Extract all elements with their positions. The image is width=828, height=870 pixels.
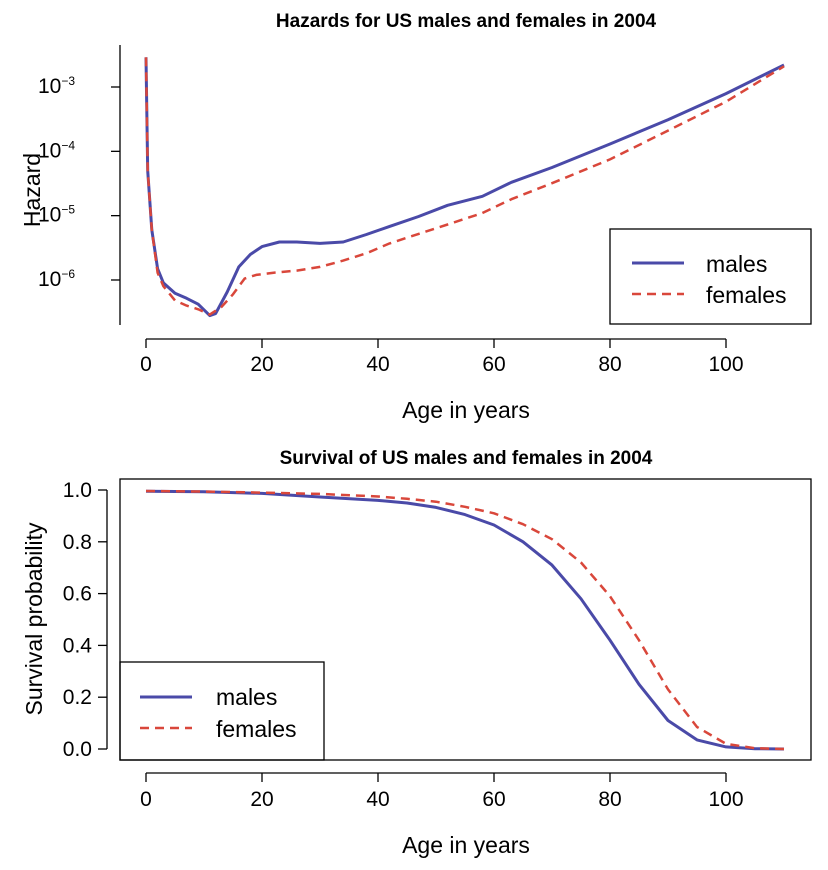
survival-x-tick-label: 80	[598, 788, 621, 811]
hazard-x-tick-label: 20	[250, 353, 273, 376]
hazard-y-tick-label: 10−5	[38, 203, 75, 227]
survival-y-tick-label: 1.0	[63, 479, 92, 502]
survival-y-tick-label: 0.4	[63, 634, 93, 657]
survival-x-axis-title: Age in years	[402, 832, 530, 858]
hazard-x-tick-label: 60	[482, 353, 505, 376]
hazard-y-tick-label: 10−3	[38, 74, 75, 98]
hazard-chart: Hazards for US males and females in 2004…	[19, 11, 812, 423]
survival-x-tick-label: 0	[140, 788, 152, 811]
hazard-x-ticks: 0 20 40 60 80 100	[140, 339, 744, 376]
hazard-y-ticks: 10−310−410−510−6	[38, 74, 120, 291]
survival-line-males	[145, 489, 785, 751]
survival-legend-females-label: females	[216, 716, 297, 742]
hazard-x-tick-label: 0	[140, 353, 152, 376]
survival-y-tick-label: 0.0	[63, 738, 92, 761]
hazard-legend-females-label: females	[706, 282, 787, 308]
survival-legend-box	[119, 661, 325, 761]
survival-x-ticks: 0 20 40 60 80 100	[140, 773, 744, 811]
survival-x-tick-label: 60	[482, 788, 505, 811]
survival-legend: males females	[119, 661, 325, 761]
survival-legend-males-label: males	[216, 684, 277, 710]
hazard-chart-title: Hazards for US males and females in 2004	[276, 11, 657, 32]
survival-y-ticks: 0.0 0.2 0.4 0.6 0.8 1.0	[63, 479, 107, 761]
survival-series-lines	[145, 489, 785, 751]
hazard-x-tick-label: 100	[708, 353, 743, 376]
survival-x-tick-label: 20	[250, 788, 273, 811]
survival-y-tick-label: 0.6	[63, 583, 92, 606]
hazard-y-tick-label: 10−6	[38, 267, 75, 291]
survival-chart-title: Survival of US males and females in 2004	[280, 448, 653, 469]
hazard-x-axis-title: Age in years	[402, 397, 530, 423]
survival-x-tick-label: 40	[366, 788, 389, 811]
survival-y-tick-label: 0.2	[63, 686, 92, 709]
hazard-x-tick-label: 40	[366, 353, 389, 376]
survival-y-tick-label: 0.8	[63, 531, 92, 554]
hazard-legend-box	[609, 228, 812, 325]
hazard-legend: males females	[609, 228, 812, 325]
hazard-line-males	[144, 57, 785, 318]
survival-line-females	[145, 489, 785, 751]
hazard-line-females	[144, 57, 785, 316]
hazard-series-lines	[144, 57, 785, 318]
survival-x-tick-label: 100	[708, 788, 743, 811]
survival-plot-frame	[119, 478, 812, 761]
hazard-y-axis-title: Hazard	[19, 153, 45, 227]
survival-chart: Survival of US males and females in 2004…	[21, 448, 812, 858]
hazard-legend-males-label: males	[706, 251, 767, 277]
hazard-x-tick-label: 80	[598, 353, 621, 376]
survival-y-axis-title: Survival probability	[21, 522, 47, 716]
